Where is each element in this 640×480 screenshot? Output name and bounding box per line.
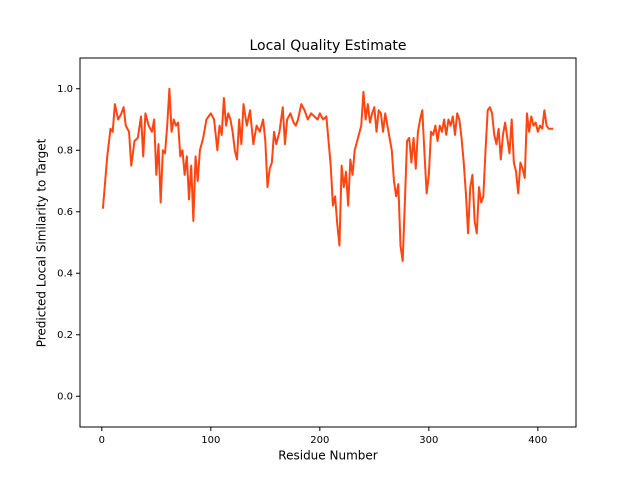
chart-title: Local Quality Estimate xyxy=(249,38,406,54)
x-tick-label: 100 xyxy=(201,435,220,446)
y-tick-label: 0.6 xyxy=(57,207,73,218)
y-tick-label: 0.4 xyxy=(57,268,73,279)
x-tick-label: 0 xyxy=(99,435,105,446)
y-tick-label: 0.2 xyxy=(57,330,73,341)
y-axis-label: Predicted Local Similarity to Target xyxy=(35,138,49,347)
x-axis-label: Residue Number xyxy=(278,449,377,463)
x-tick-label: 200 xyxy=(310,435,329,446)
line-series xyxy=(101,87,554,262)
y-tick-label: 0.0 xyxy=(57,391,73,402)
x-tick-label: 400 xyxy=(528,435,547,446)
x-tick-label: 300 xyxy=(419,435,438,446)
y-tick-label: 1.0 xyxy=(57,84,73,95)
y-tick-label: 0.8 xyxy=(57,145,73,156)
plot-frame xyxy=(79,57,577,428)
